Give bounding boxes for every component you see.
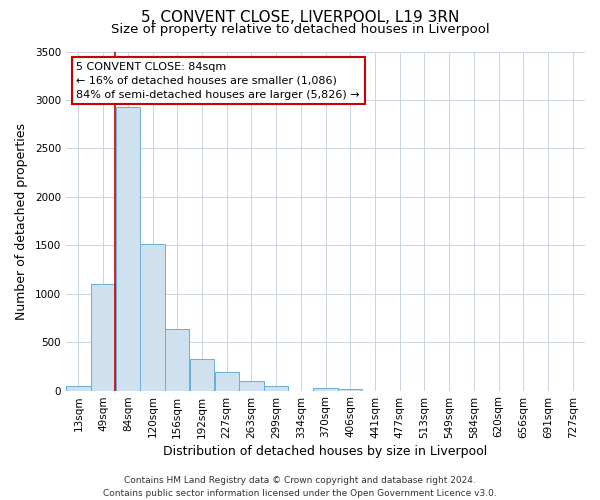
Bar <box>165 328 190 390</box>
Bar <box>140 244 164 390</box>
Bar <box>116 106 140 391</box>
Text: 5, CONVENT CLOSE, LIVERPOOL, L19 3RN: 5, CONVENT CLOSE, LIVERPOOL, L19 3RN <box>141 10 459 25</box>
Bar <box>313 388 338 390</box>
Bar <box>215 372 239 390</box>
Bar <box>239 381 263 390</box>
Text: Contains HM Land Registry data © Crown copyright and database right 2024.
Contai: Contains HM Land Registry data © Crown c… <box>103 476 497 498</box>
Text: Size of property relative to detached houses in Liverpool: Size of property relative to detached ho… <box>110 22 490 36</box>
X-axis label: Distribution of detached houses by size in Liverpool: Distribution of detached houses by size … <box>163 444 488 458</box>
Y-axis label: Number of detached properties: Number of detached properties <box>15 122 28 320</box>
Text: 5 CONVENT CLOSE: 84sqm
← 16% of detached houses are smaller (1,086)
84% of semi-: 5 CONVENT CLOSE: 84sqm ← 16% of detached… <box>76 62 360 100</box>
Bar <box>67 386 91 390</box>
Bar <box>264 386 288 390</box>
Bar <box>338 389 362 390</box>
Bar <box>91 284 115 391</box>
Bar <box>190 358 214 390</box>
